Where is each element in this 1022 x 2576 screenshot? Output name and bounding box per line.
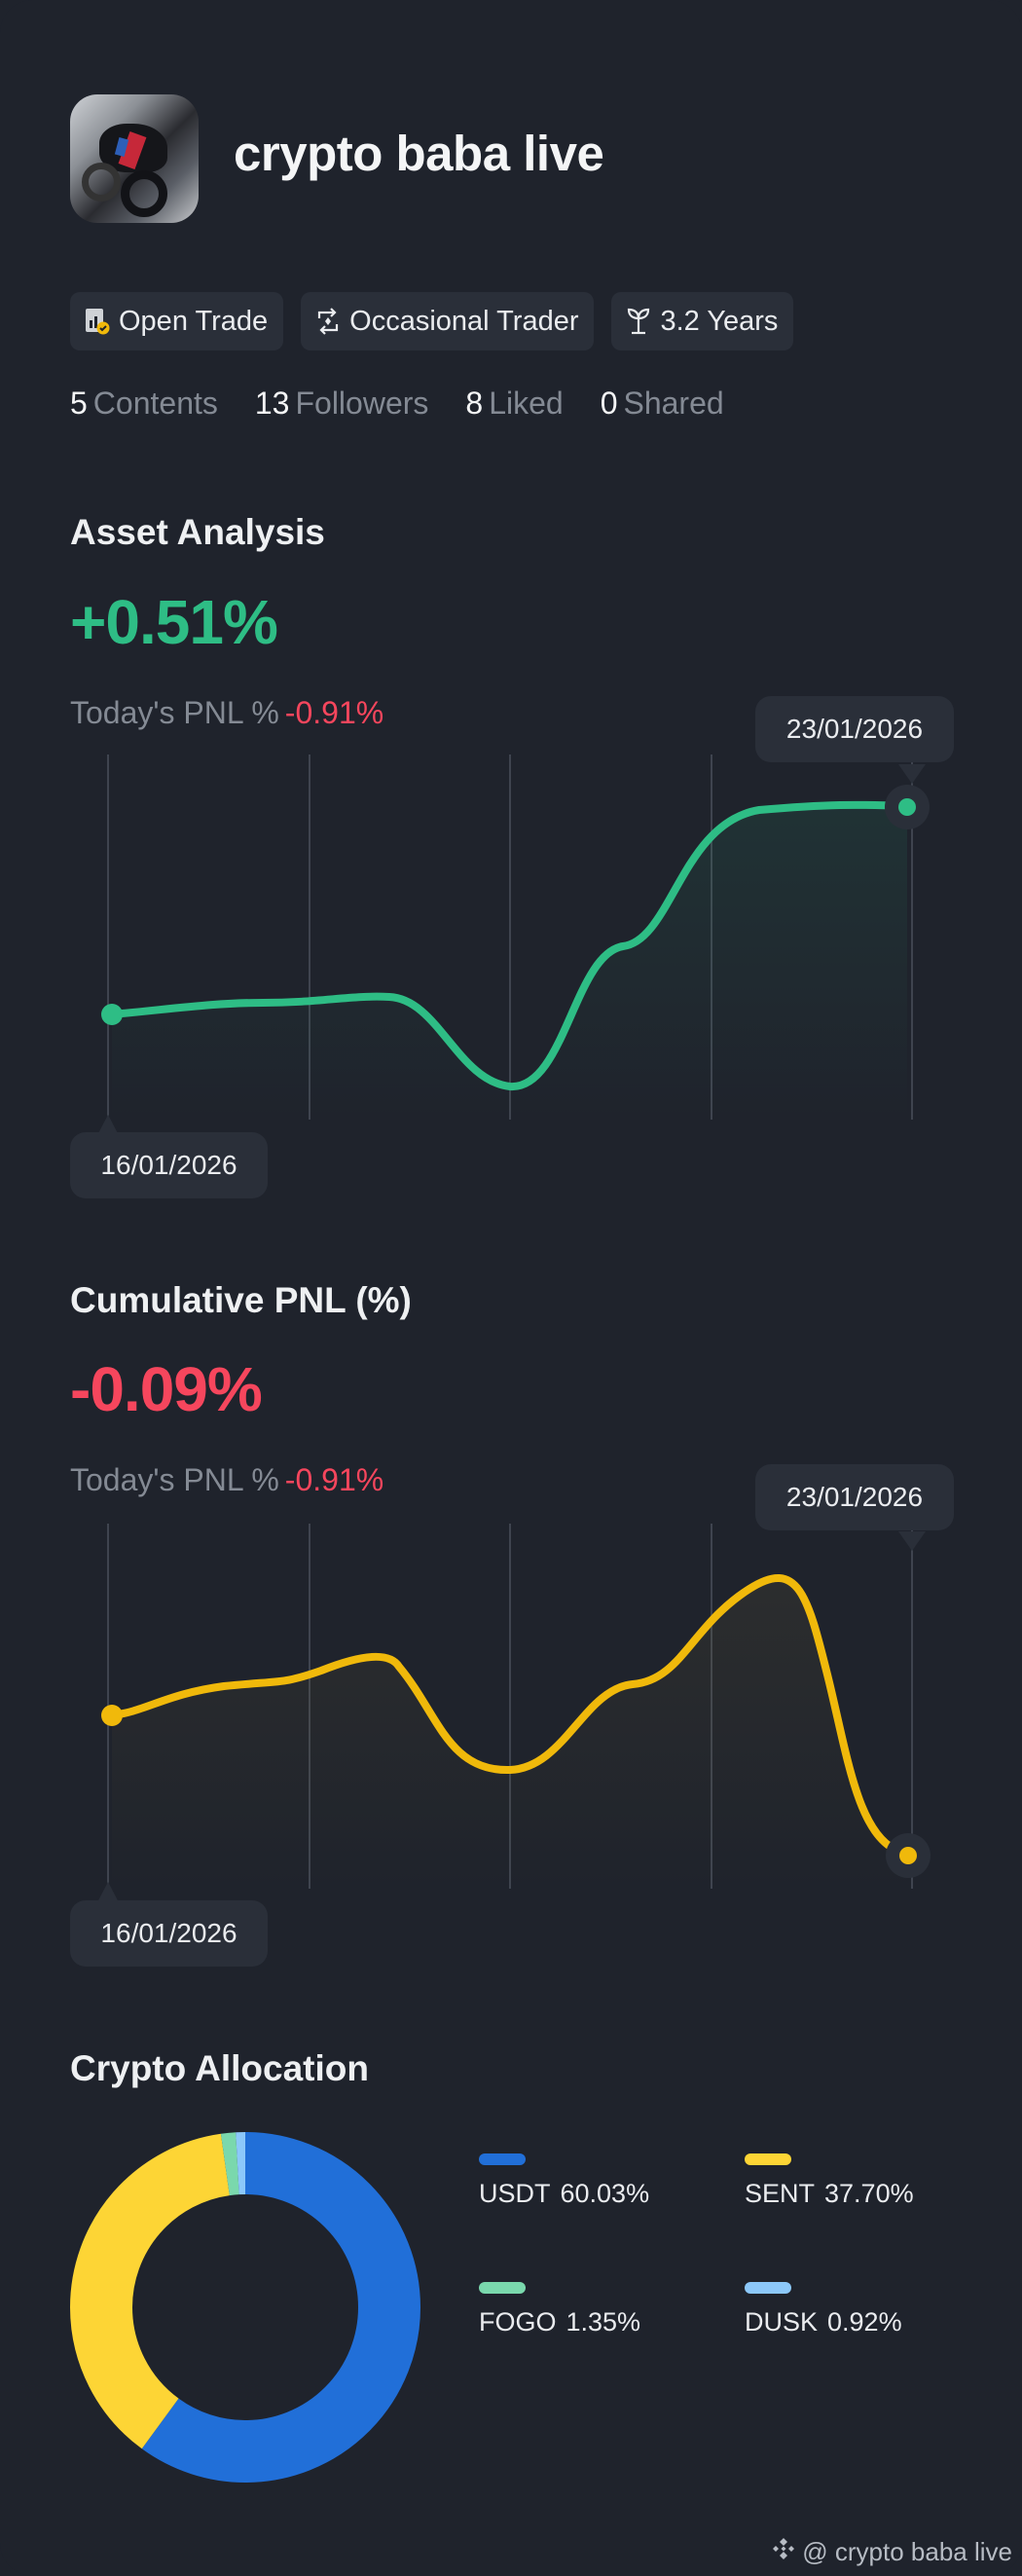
today-pnl-value: -0.91% bbox=[284, 695, 384, 730]
stat-value: 8 bbox=[465, 386, 484, 421]
legend-swatch bbox=[745, 2282, 791, 2294]
stat-value: 5 bbox=[70, 386, 88, 421]
watermark: @ crypto baba live bbox=[771, 2536, 1012, 2568]
start-date-tooltip: 16/01/2026 bbox=[70, 1132, 268, 1198]
stat-label: Shared bbox=[623, 386, 724, 421]
legend-symbol: FOGO bbox=[479, 2307, 557, 2337]
stat-label: Followers bbox=[295, 386, 429, 421]
asset-line bbox=[108, 800, 911, 1091]
legend-symbol: USDT bbox=[479, 2179, 551, 2208]
legend-symbol: DUSK bbox=[745, 2307, 819, 2337]
legend-pct: 60.03% bbox=[560, 2179, 650, 2208]
end-point bbox=[898, 798, 916, 816]
profile-stats: 5 Contents 13 Followers 8 Liked 0 Shared bbox=[70, 386, 724, 422]
watermark-text: @ crypto baba live bbox=[802, 2537, 1012, 2566]
today-pnl-label: Today's PNL % bbox=[70, 695, 279, 730]
tag-label: Open Trade bbox=[119, 305, 269, 337]
avatar-photo-part bbox=[82, 163, 121, 202]
slice-sent bbox=[70, 2132, 420, 2483]
stat-label: Contents bbox=[92, 386, 218, 421]
sprout-icon bbox=[625, 307, 652, 336]
start-date-tooltip: 16/01/2026 bbox=[70, 1900, 268, 1967]
legend-item-usdt[interactable]: USDT 60.03% bbox=[479, 2153, 649, 2209]
open-trade-icon bbox=[84, 307, 111, 336]
allocation-donut-chart[interactable] bbox=[70, 2132, 420, 2483]
legend-item-fogo[interactable]: FOGO 1.35% bbox=[479, 2282, 640, 2337]
legend-swatch bbox=[745, 2153, 791, 2165]
avatar-photo-part bbox=[121, 170, 167, 217]
legend-item-dusk[interactable]: DUSK 0.92% bbox=[745, 2282, 902, 2337]
stat-shared[interactable]: 0 Shared bbox=[601, 386, 724, 422]
legend-swatch bbox=[479, 2282, 526, 2294]
today-pnl-label: Today's PNL % bbox=[70, 1462, 279, 1497]
tag-open-trade[interactable]: Open Trade bbox=[70, 292, 284, 350]
legend-pct: 1.35% bbox=[566, 2307, 641, 2337]
end-date-tooltip: 23/01/2026 bbox=[755, 696, 954, 762]
stat-liked[interactable]: 8 Liked bbox=[465, 386, 563, 422]
legend-item-sent[interactable]: SENT 37.70% bbox=[745, 2153, 914, 2209]
tag-label: 3.2 Years bbox=[660, 305, 779, 337]
binance-logo-icon bbox=[771, 2536, 796, 2568]
start-point bbox=[101, 1705, 123, 1726]
tag-label: Occasional Trader bbox=[349, 305, 579, 337]
legend-symbol: SENT bbox=[745, 2179, 816, 2208]
stat-value: 13 bbox=[254, 386, 290, 421]
stat-label: Liked bbox=[489, 386, 564, 421]
end-point bbox=[899, 1847, 917, 1864]
cumulative-pnl-title: Cumulative PNL (%) bbox=[70, 1280, 412, 1320]
swap-icon bbox=[314, 307, 342, 336]
start-point bbox=[101, 1004, 123, 1025]
profile-name: crypto baba live bbox=[234, 126, 604, 181]
stat-contents[interactable]: 5 Contents bbox=[70, 386, 218, 422]
tag-occasional-trader[interactable]: Occasional Trader bbox=[301, 292, 595, 350]
today-pnl-value: -0.91% bbox=[284, 1462, 384, 1497]
legend-pct: 37.70% bbox=[824, 2179, 914, 2208]
asset-analysis-chart[interactable] bbox=[0, 740, 1022, 1207]
end-date-tooltip: 23/01/2026 bbox=[755, 1464, 954, 1530]
cumulative-today-pnl: Today's PNL % -0.91% bbox=[70, 1462, 383, 1498]
cumulative-pnl-value: -0.09% bbox=[70, 1354, 263, 1424]
cumulative-line bbox=[108, 1574, 899, 1854]
asset-analysis-value: +0.51% bbox=[70, 587, 278, 657]
stat-followers[interactable]: 13 Followers bbox=[255, 386, 429, 422]
legend-pct: 0.92% bbox=[827, 2307, 902, 2337]
slice-dusk bbox=[70, 2132, 420, 2483]
profile-tags: Open Trade Occasional Trader 3.2 Years bbox=[70, 292, 794, 350]
stat-value: 0 bbox=[600, 386, 618, 421]
avatar[interactable] bbox=[70, 94, 199, 223]
cumulative-pnl-chart[interactable] bbox=[0, 1509, 1022, 1976]
legend-swatch bbox=[479, 2153, 526, 2165]
crypto-allocation-title: Crypto Allocation bbox=[70, 2048, 369, 2088]
tag-years[interactable]: 3.2 Years bbox=[611, 292, 794, 350]
asset-today-pnl: Today's PNL % -0.91% bbox=[70, 695, 383, 731]
asset-analysis-title: Asset Analysis bbox=[70, 512, 325, 552]
